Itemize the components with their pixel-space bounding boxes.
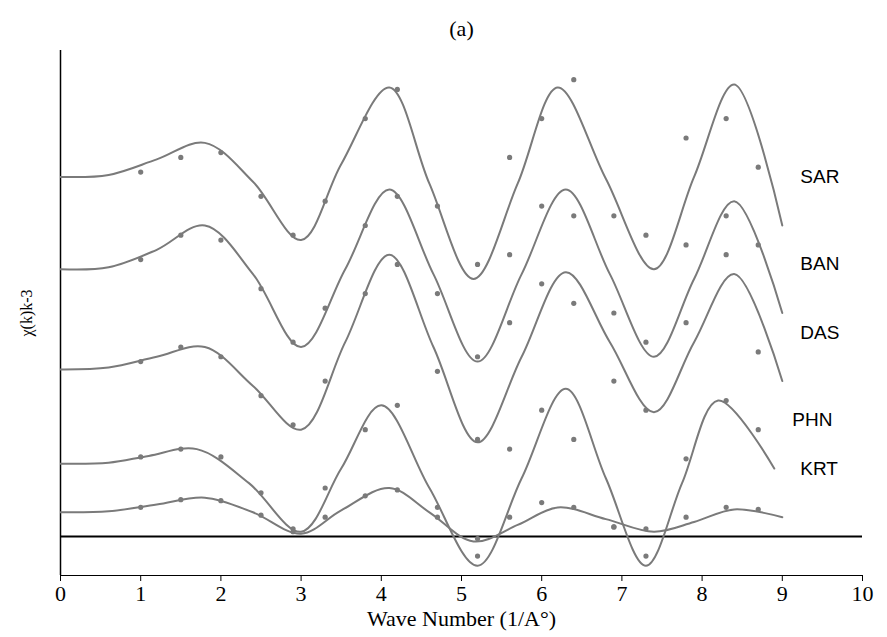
svg-text:3: 3	[296, 581, 307, 606]
svg-text:1: 1	[135, 581, 146, 606]
svg-text:5: 5	[456, 581, 467, 606]
svg-text:χ(k)k-3: χ(k)k-3	[18, 289, 36, 337]
svg-text:SAR: SAR	[800, 166, 839, 187]
svg-text:DAS: DAS	[800, 322, 839, 343]
svg-text:6: 6	[536, 581, 547, 606]
svg-text:9: 9	[777, 581, 788, 606]
svg-text:KRT: KRT	[800, 458, 838, 479]
svg-text:7: 7	[616, 581, 627, 606]
svg-text:(a): (a)	[449, 16, 473, 41]
svg-text:8: 8	[697, 581, 708, 606]
svg-text:4: 4	[376, 581, 387, 606]
svg-text:BAN: BAN	[800, 253, 839, 274]
svg-text:Wave Number (1/A°): Wave Number (1/A°)	[367, 606, 556, 631]
svg-text:2: 2	[215, 581, 226, 606]
svg-text:10: 10	[852, 581, 874, 606]
svg-text:PHN: PHN	[792, 409, 832, 430]
svg-text:0: 0	[55, 581, 66, 606]
